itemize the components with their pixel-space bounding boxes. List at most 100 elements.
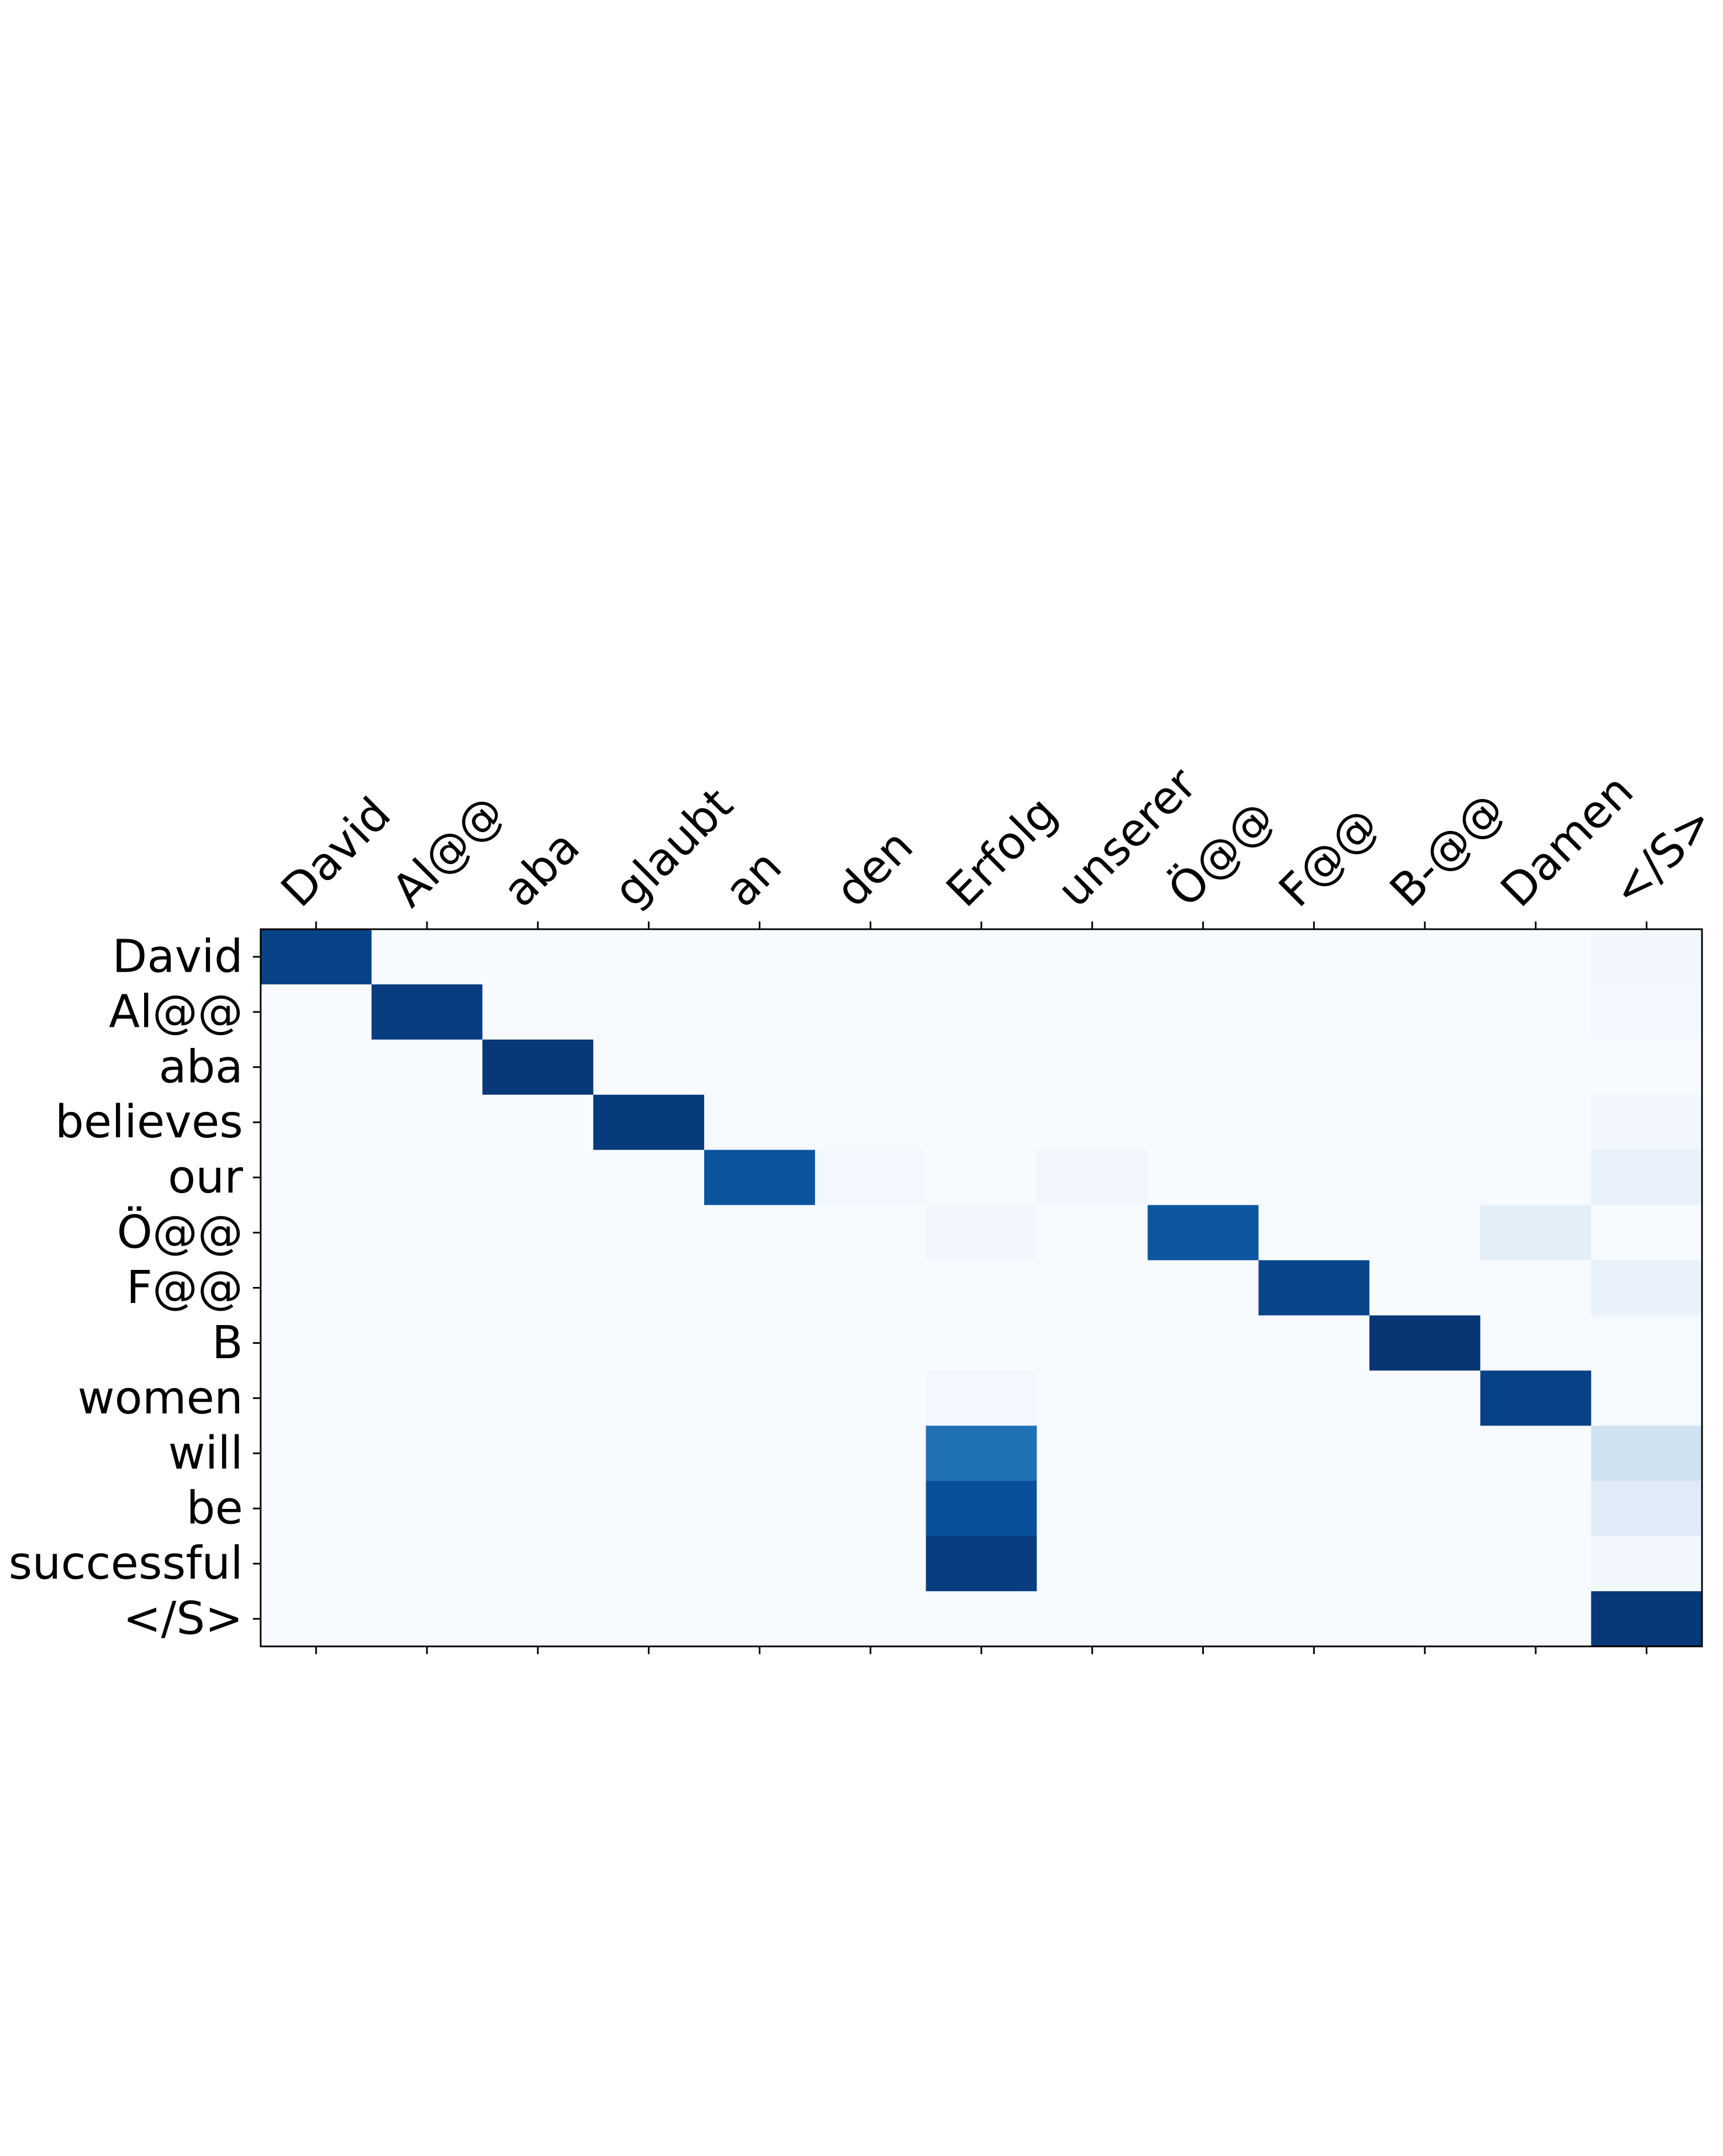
y-tick-label: </S> <box>123 1593 243 1645</box>
heatmap-cell <box>1037 1315 1148 1371</box>
heatmap-cell <box>1037 1149 1148 1206</box>
heatmap-cell <box>815 984 927 1040</box>
heatmap-cell <box>371 929 483 985</box>
heatmap-cell <box>1480 1426 1592 1481</box>
heatmap-cell <box>1037 1205 1148 1261</box>
x-tick-label: B-@@ <box>1380 782 1515 917</box>
heatmap-cell <box>926 1426 1037 1481</box>
heatmap-cell <box>704 1094 816 1151</box>
heatmap-cell <box>926 1149 1037 1206</box>
heatmap-cell <box>1258 1260 1370 1316</box>
heatmap-cell <box>371 984 483 1040</box>
heatmap-cell <box>1148 929 1259 985</box>
heatmap-cell <box>1591 984 1703 1040</box>
y-tick-label: women <box>77 1372 243 1424</box>
heatmap-cell <box>1369 1205 1481 1261</box>
heatmap-cell <box>1369 1426 1481 1481</box>
heatmap-cell <box>815 1149 927 1206</box>
heatmap-cell <box>371 1149 483 1206</box>
heatmap-cell <box>1148 1481 1259 1537</box>
heatmap-cell <box>815 929 927 985</box>
y-tick-label: will <box>168 1427 243 1480</box>
heatmap-cell <box>926 1591 1037 1647</box>
x-tick-label: David <box>271 788 401 918</box>
heatmap-cell <box>1369 1591 1481 1647</box>
heatmap-cell <box>1591 1094 1703 1151</box>
heatmap-cell <box>1258 1315 1370 1371</box>
y-tick-label: Al@@ <box>109 986 243 1038</box>
x-tick-label: Al@@ <box>382 785 514 917</box>
heatmap-cell <box>926 1315 1037 1371</box>
heatmap-cell <box>926 929 1037 985</box>
heatmap-cell <box>261 1426 372 1481</box>
heatmap-cell <box>1037 929 1148 985</box>
heatmap-cell <box>1591 1039 1703 1095</box>
heatmap-cell <box>593 1260 705 1316</box>
heatmap-cell <box>1369 1315 1481 1371</box>
heatmap-cell <box>1037 1094 1148 1151</box>
heatmap-cell <box>1037 1039 1148 1095</box>
heatmap-cell <box>1591 1260 1703 1316</box>
heatmap-cell <box>482 1205 594 1261</box>
heatmap-cell <box>1148 1149 1259 1206</box>
heatmap-cell <box>815 1039 927 1095</box>
heatmap-cell <box>1148 1426 1259 1481</box>
heatmap-cell <box>815 1094 927 1151</box>
heatmap-cell <box>482 929 594 985</box>
y-tick-label: B <box>212 1317 243 1369</box>
heatmap-cell <box>261 1094 372 1151</box>
heatmap-cell <box>1148 1094 1259 1151</box>
heatmap-cell <box>1148 1039 1259 1095</box>
heatmap-cell <box>1480 1481 1592 1537</box>
x-tick-label: den <box>826 820 923 917</box>
heatmap-cell <box>815 1205 927 1261</box>
heatmap-cell <box>926 984 1037 1040</box>
heatmap-cell <box>926 1536 1037 1592</box>
x-tick-label: aba <box>493 820 590 917</box>
heatmap-cell <box>1258 1370 1370 1426</box>
heatmap-cell <box>482 1536 594 1592</box>
heatmap-cell <box>593 1370 705 1426</box>
heatmap-cell <box>704 1260 816 1316</box>
heatmap-cell <box>815 1370 927 1426</box>
heatmap-cell <box>815 1260 927 1316</box>
heatmap-cell <box>1037 1536 1148 1592</box>
heatmap-cell <box>704 1591 816 1647</box>
heatmap-cell <box>815 1591 927 1647</box>
heatmap-cell <box>1148 1370 1259 1426</box>
heatmap-cell <box>371 1481 483 1537</box>
heatmap-cell <box>704 1205 816 1261</box>
heatmap-cell <box>815 1315 927 1371</box>
heatmap-cell <box>261 984 372 1040</box>
heatmap-cell <box>482 1039 594 1095</box>
heatmap-cell <box>261 1039 372 1095</box>
heatmap-cell <box>593 1149 705 1206</box>
heatmap-cell <box>1148 1315 1259 1371</box>
y-tick-label: Ö@@ <box>117 1206 243 1259</box>
heatmap-cell <box>815 1536 927 1592</box>
heatmap-cell <box>1480 1536 1592 1592</box>
heatmap-cell <box>482 1315 594 1371</box>
heatmap-cell <box>1480 1039 1592 1095</box>
heatmap-cell <box>704 1536 816 1592</box>
heatmap-cell <box>1148 1591 1259 1647</box>
heatmap-cell <box>1591 1205 1703 1261</box>
x-tick-label: Erfolg <box>937 787 1067 917</box>
heatmap-cell <box>371 1094 483 1151</box>
heatmap-cell <box>371 1426 483 1481</box>
heatmap-cell <box>482 1094 594 1151</box>
heatmap-cell <box>482 984 594 1040</box>
heatmap-cell <box>593 1039 705 1095</box>
heatmap-cell <box>815 1481 927 1537</box>
heatmap-cell <box>1369 1094 1481 1151</box>
heatmap-cell <box>593 929 705 985</box>
heatmap-cell <box>371 1260 483 1316</box>
heatmap-cell <box>1037 1260 1148 1316</box>
heatmap-cell <box>704 1149 816 1206</box>
heatmap-cell <box>593 1591 705 1647</box>
heatmap-cell <box>261 1149 372 1206</box>
heatmap-cell <box>482 1481 594 1537</box>
heatmap-cell <box>1480 1591 1592 1647</box>
heatmap-cell <box>371 1370 483 1426</box>
heatmap-cell <box>593 984 705 1040</box>
